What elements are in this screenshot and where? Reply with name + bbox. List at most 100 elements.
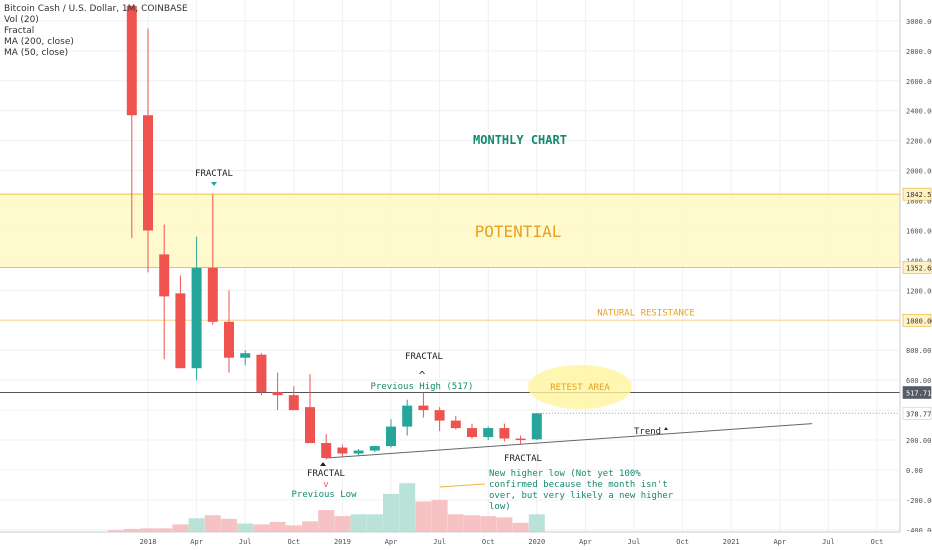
fractal-up-marker-icon xyxy=(320,462,326,466)
time-tick-label: Oct xyxy=(482,538,495,546)
price-tick-label: 2600.00 xyxy=(906,78,932,86)
fractal-label-low: FRACTAL xyxy=(307,469,345,479)
price-tick-label: 0.00 xyxy=(906,467,923,475)
potential-zone xyxy=(0,194,900,268)
price-tag-bg xyxy=(902,261,932,274)
candle-body xyxy=(531,413,542,440)
price-tick-label: 3000.00 xyxy=(906,18,932,26)
price-tick-label: -200.00 xyxy=(906,497,932,505)
candle-body xyxy=(126,5,137,116)
candle-body xyxy=(499,428,510,439)
volume-bar xyxy=(172,524,189,532)
trend-label: Trend xyxy=(634,427,661,437)
volume-bar xyxy=(528,514,545,532)
time-tick-label: Apr xyxy=(190,538,203,546)
price-tick-label: 2000.00 xyxy=(906,168,932,176)
retest-area-ellipse xyxy=(528,365,632,409)
candle-body xyxy=(353,450,364,454)
fractal-marker-low-icon: v xyxy=(323,480,328,490)
candle-body xyxy=(191,267,202,369)
price-tick-label: 2200.00 xyxy=(906,138,932,146)
ma50-indicator-label[interactable]: MA (50, close) xyxy=(4,48,69,58)
price-tag-label: 1842.51 xyxy=(906,191,932,199)
ma200-indicator-label[interactable]: MA (200, close) xyxy=(4,37,74,47)
volume-bar xyxy=(302,521,318,532)
time-tick-label: 2019 xyxy=(334,538,351,546)
candle-body xyxy=(434,410,445,421)
monthly-chart-label: MONTHLY CHART xyxy=(473,133,567,147)
natural-resistance-label: NATURAL RESISTANCE xyxy=(597,308,695,318)
volume-bar xyxy=(383,493,399,532)
candle-body xyxy=(321,443,332,459)
retest-area-label: RETEST AREA xyxy=(550,383,610,393)
time-tick-label: Jul xyxy=(433,538,446,546)
time-tick-label: Oct xyxy=(871,538,884,546)
time-tick-label: Apr xyxy=(579,538,592,546)
annotation-leader-line xyxy=(439,483,486,488)
fractal-marker-down-icon xyxy=(211,182,217,186)
candle-body xyxy=(337,447,348,454)
time-tick-label: Jul xyxy=(822,538,835,546)
fractal-label-mid: FRACTAL xyxy=(405,352,443,362)
volume-bar xyxy=(123,528,140,532)
volume-bar xyxy=(156,528,173,532)
volume-bar xyxy=(188,518,205,532)
time-tick-label: Apr xyxy=(773,538,786,546)
candle-body xyxy=(143,115,153,231)
price-tag-label: 1352.68 xyxy=(906,265,932,273)
volume-bar xyxy=(512,522,529,532)
time-tick-label: Oct xyxy=(287,538,300,546)
volume-bar xyxy=(415,501,432,532)
trend-arrow-icon xyxy=(664,427,668,430)
volume-bar xyxy=(431,499,448,532)
volume-bar xyxy=(334,516,351,532)
volume-bar xyxy=(269,521,286,532)
volume-bar xyxy=(464,515,480,532)
time-tick-label: 2018 xyxy=(140,538,157,546)
symbol-title[interactable]: Bitcoin Cash / U.S. Dollar, 1M, COINBASE xyxy=(4,4,188,14)
fractal-label-right: FRACTAL xyxy=(504,454,542,464)
volume-bar xyxy=(399,483,416,532)
price-tag-label: 517.71 xyxy=(906,389,931,397)
time-tick-label: Jul xyxy=(239,538,252,546)
fractal-marker-up-icon: ^ xyxy=(419,369,426,382)
volume-bar xyxy=(253,524,270,532)
candle-body xyxy=(305,407,315,444)
volume-bar xyxy=(496,517,513,532)
price-tag-bg xyxy=(902,187,932,201)
volume-bar xyxy=(480,516,497,532)
time-tick-label: Oct xyxy=(676,538,689,546)
volume-bar xyxy=(237,523,254,532)
price-tick-label: 1200.00 xyxy=(906,287,932,295)
volume-bar xyxy=(107,530,124,532)
chart-legend: Bitcoin Cash / U.S. Dollar, 1M, COINBASE… xyxy=(4,4,188,59)
price-tag-bg xyxy=(902,313,932,327)
candle-body xyxy=(240,353,251,358)
candle-body xyxy=(288,395,299,411)
price-tick-label: 200.00 xyxy=(906,437,931,445)
price-tick-label: 2800.00 xyxy=(906,48,932,56)
candle-body xyxy=(159,254,170,297)
volume-bar xyxy=(285,525,302,532)
price-tick-label: 2400.00 xyxy=(906,108,932,116)
new-higher-low-note-line: low) xyxy=(489,502,511,512)
time-tick-label: Apr xyxy=(385,538,398,546)
price-tag-bg xyxy=(902,386,932,399)
candle-body xyxy=(418,405,429,411)
candle-body xyxy=(175,293,186,369)
price-tick-label: 1600.00 xyxy=(906,227,932,235)
candle-body xyxy=(224,321,234,358)
previous-low-label: Previous Low xyxy=(291,490,357,500)
vol-indicator-label[interactable]: Vol (20) xyxy=(4,15,39,25)
candle-body xyxy=(450,420,461,429)
candle-body xyxy=(467,428,477,438)
new-higher-low-note-line: New higher low (Not yet 100% xyxy=(489,469,641,479)
potential-label: POTENTIAL xyxy=(475,222,562,241)
volume-bar xyxy=(140,528,156,532)
volume-bar xyxy=(350,514,367,532)
fractal-indicator-label[interactable]: Fractal xyxy=(4,26,35,36)
candle-body xyxy=(256,354,267,393)
volume-bar xyxy=(318,510,335,532)
